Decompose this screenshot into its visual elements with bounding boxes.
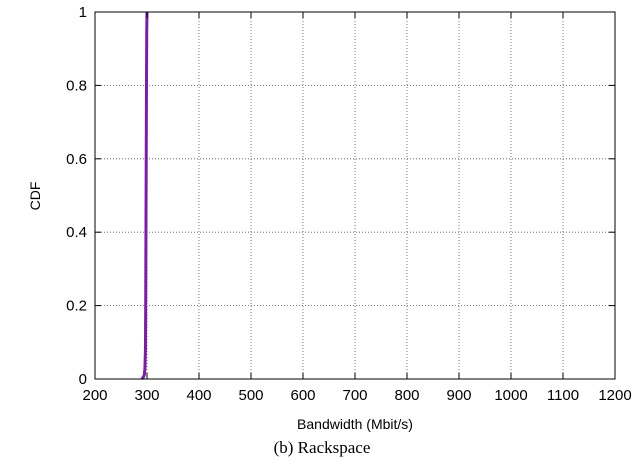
axis-ticks bbox=[94, 11, 616, 380]
series-lines bbox=[140, 11, 149, 380]
x-tick-label: 200 bbox=[82, 387, 107, 404]
y-tick-label: 0.8 bbox=[66, 77, 87, 94]
y-tick-label: 0.4 bbox=[66, 224, 87, 241]
cdf-series-line bbox=[140, 11, 149, 380]
grid-lines bbox=[95, 12, 615, 379]
y-tick-label: 0.2 bbox=[66, 298, 87, 315]
y-axis-label: CDF bbox=[27, 182, 43, 211]
cdf-chart: 200 300 400 500 600 700 800 900 1000 1100 1200 0 0.… bbox=[27, 4, 632, 432]
x-tick-label: 800 bbox=[394, 387, 419, 404]
x-tick-labels: 200 300 400 500 600 700 800 900 1000 1100 1200 bbox=[82, 387, 631, 404]
y-tick-label: 0.6 bbox=[66, 151, 87, 168]
x-tick-label: 1000 bbox=[494, 387, 527, 404]
y-tick-label: 0 bbox=[79, 371, 87, 388]
x-tick-label: 400 bbox=[186, 387, 211, 404]
figure-caption: (b) Rackspace bbox=[273, 438, 371, 457]
x-tick-label: 600 bbox=[290, 387, 315, 404]
x-tick-label: 1200 bbox=[598, 387, 631, 404]
x-tick-label: 500 bbox=[238, 387, 263, 404]
y-tick-labels: 0 0.2 0.4 0.6 0.8 1 bbox=[66, 4, 87, 388]
x-tick-label: 1100 bbox=[547, 387, 579, 404]
y-tick-label: 1 bbox=[79, 4, 87, 21]
x-tick-label: 300 bbox=[134, 387, 159, 404]
x-tick-label: 900 bbox=[446, 387, 471, 404]
x-axis-label: Bandwidth (Mbit/s) bbox=[297, 416, 413, 432]
x-tick-label: 700 bbox=[342, 387, 367, 404]
